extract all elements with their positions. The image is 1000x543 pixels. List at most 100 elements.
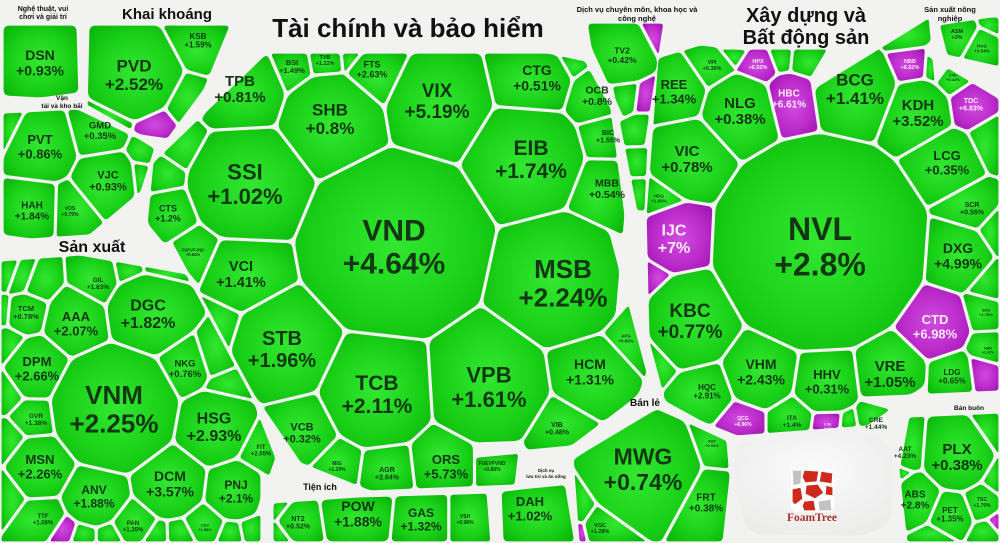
- svg-text:+0.52%: +0.52%: [286, 524, 311, 531]
- svg-text:GAS: GAS: [408, 506, 434, 520]
- svg-text:+2.8%: +2.8%: [774, 246, 866, 282]
- svg-text:TTF: TTF: [38, 514, 49, 520]
- svg-text:VCB: VCB: [290, 421, 313, 433]
- svg-text:+0.56%: +0.56%: [960, 210, 985, 217]
- svg-text:DSN: DSN: [25, 47, 55, 63]
- svg-text:FUEVFVND: FUEVFVND: [479, 461, 506, 467]
- svg-text:+1.06%: +1.06%: [33, 521, 54, 527]
- svg-text:+1.78%: +1.78%: [979, 312, 993, 317]
- svg-text:+0.93%: +0.93%: [705, 443, 719, 448]
- svg-text:ITA: ITA: [787, 415, 797, 422]
- svg-text:+1.35%: +1.35%: [123, 528, 144, 534]
- svg-text:+2.26%: +2.26%: [18, 466, 63, 481]
- svg-text:CSV: CSV: [201, 522, 210, 527]
- svg-text:LCG: LCG: [933, 148, 960, 163]
- svg-text:TCM: TCM: [18, 304, 34, 313]
- svg-text:LGL: LGL: [824, 421, 833, 426]
- svg-text:+0.78%: +0.78%: [13, 312, 39, 321]
- svg-text:FTS: FTS: [364, 60, 381, 70]
- svg-text:+6.82%: +6.82%: [901, 65, 920, 71]
- svg-text:MSB: MSB: [534, 254, 592, 284]
- svg-text:+0.88%: +0.88%: [483, 467, 501, 473]
- svg-text:+0.79%: +0.79%: [61, 212, 79, 218]
- svg-text:+0.35%: +0.35%: [925, 162, 970, 177]
- svg-text:+0.31%: +0.31%: [805, 381, 850, 396]
- svg-text:+2.11%: +2.11%: [342, 395, 413, 418]
- svg-text:TPB: TPB: [225, 73, 255, 90]
- svg-text:Dịch vụ: Dịch vụ: [538, 468, 555, 473]
- svg-text:+6.98%: +6.98%: [913, 326, 958, 341]
- svg-text:Bán lẻ: Bán lẻ: [630, 398, 660, 409]
- svg-text:+2.1%: +2.1%: [219, 491, 254, 505]
- svg-text:HAG: HAG: [977, 43, 987, 48]
- svg-text:HHV: HHV: [813, 367, 841, 382]
- svg-text:-0.9%: -0.9%: [823, 426, 834, 431]
- svg-text:DXG: DXG: [943, 240, 973, 256]
- svg-text:BIC: BIC: [602, 130, 614, 137]
- svg-text:Dịch vụ chuyên môn, khoa học v: Dịch vụ chuyên môn, khoa học và: [577, 5, 699, 14]
- svg-text:+3.57%: +3.57%: [146, 483, 194, 499]
- svg-text:KBC: KBC: [669, 301, 710, 322]
- svg-text:+1.44%: +1.44%: [865, 424, 887, 431]
- svg-text:+0.42%: +0.42%: [607, 55, 637, 65]
- svg-text:+0.32%: +0.32%: [283, 433, 321, 445]
- svg-text:C4G: C4G: [949, 72, 957, 77]
- svg-text:BSI: BSI: [286, 58, 299, 67]
- svg-text:+0.35%: +0.35%: [84, 131, 117, 142]
- svg-text:IJC: IJC: [662, 223, 687, 240]
- svg-text:HSG: HSG: [197, 411, 232, 428]
- svg-text:DGC: DGC: [130, 298, 166, 315]
- svg-text:DAH: DAH: [516, 494, 544, 509]
- svg-text:FIT: FIT: [257, 445, 266, 451]
- svg-text:+2.93%: +2.93%: [187, 428, 242, 445]
- svg-text:+4.99%: +4.99%: [934, 255, 982, 271]
- svg-text:QCG: QCG: [737, 416, 749, 422]
- svg-text:Vận: Vận: [56, 95, 68, 102]
- svg-text:TCB: TCB: [355, 372, 398, 395]
- svg-text:+4.64%: +4.64%: [343, 248, 446, 281]
- svg-text:ABS: ABS: [904, 490, 925, 501]
- svg-text:+1.84%: +1.84%: [15, 212, 49, 223]
- svg-text:+1.38%: +1.38%: [25, 420, 47, 427]
- svg-text:NVL: NVL: [788, 211, 852, 247]
- svg-text:EIB: EIB: [513, 137, 548, 160]
- svg-text:+1.35%: +1.35%: [936, 515, 963, 524]
- svg-text:+1.61%: +1.61%: [451, 387, 526, 412]
- svg-text:+0.51%: +0.51%: [513, 77, 561, 93]
- svg-text:+0.48%: +0.48%: [545, 430, 570, 437]
- svg-text:FUEVFVND: FUEVFVND: [182, 247, 205, 252]
- svg-text:+0.42%: +0.42%: [946, 77, 960, 82]
- svg-text:+1.82%: +1.82%: [121, 315, 176, 332]
- svg-text:+2.64%: +2.64%: [375, 475, 400, 482]
- svg-text:+2.8%: +2.8%: [901, 501, 930, 512]
- svg-text:+0.36%: +0.36%: [703, 66, 722, 72]
- svg-text:MIG: MIG: [332, 461, 342, 467]
- svg-text:+6.61%: +6.61%: [772, 100, 806, 111]
- svg-text:HPX: HPX: [752, 59, 764, 65]
- svg-text:VND: VND: [362, 215, 425, 248]
- svg-text:+0.64%: +0.64%: [186, 252, 201, 257]
- svg-text:+2.52%: +2.52%: [105, 75, 163, 94]
- svg-text:CTG: CTG: [522, 62, 552, 78]
- svg-text:ANV: ANV: [81, 483, 106, 497]
- svg-text:APG: APG: [621, 333, 631, 338]
- svg-text:ORS: ORS: [432, 452, 461, 467]
- svg-text:CTD: CTD: [922, 312, 949, 327]
- svg-text:Sản xuất: Sản xuất: [59, 239, 126, 256]
- svg-text:PET: PET: [942, 506, 958, 515]
- svg-text:HAH: HAH: [21, 201, 43, 212]
- svg-text:HBC: HBC: [778, 89, 800, 100]
- svg-text:VIB: VIB: [551, 422, 563, 429]
- svg-text:LDG: LDG: [944, 368, 961, 377]
- svg-text:+7%: +7%: [658, 240, 690, 257]
- svg-text:VIX: VIX: [422, 81, 453, 102]
- svg-text:+1.63%: +1.63%: [87, 284, 109, 291]
- svg-text:+1.2%: +1.2%: [155, 214, 181, 224]
- svg-text:+0.76%: +0.76%: [169, 369, 202, 380]
- svg-text:AGR: AGR: [379, 467, 395, 474]
- svg-text:+6.96%: +6.96%: [734, 422, 752, 428]
- svg-text:tải và kho bãi: tải và kho bãi: [41, 103, 82, 110]
- svg-text:ASM: ASM: [951, 29, 964, 35]
- svg-text:VGC: VGC: [594, 523, 606, 529]
- svg-text:+1.4%: +1.4%: [783, 422, 802, 429]
